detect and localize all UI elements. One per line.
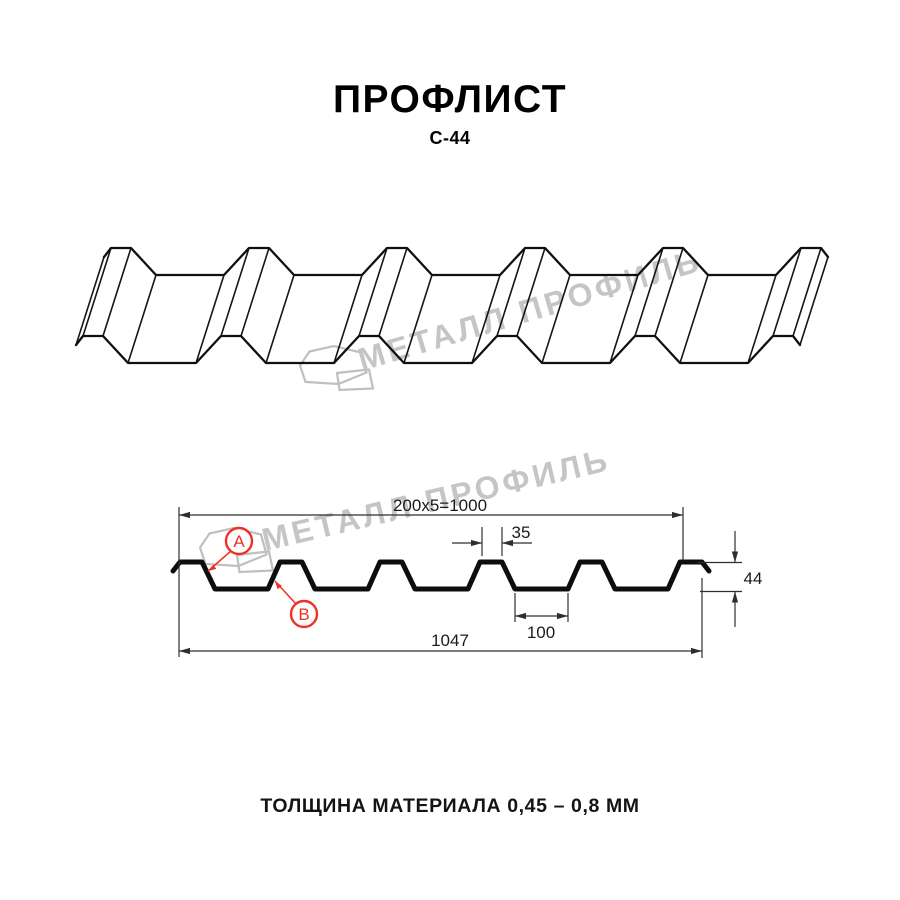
dim-profile-height: 44 [744, 569, 763, 588]
profile-3d-view [74, 246, 830, 365]
dimension-lines [178, 507, 742, 658]
arrowhead-icon [208, 564, 217, 571]
product-code: С-44 [429, 128, 471, 148]
dim-trough-width: 100 [527, 623, 555, 642]
callout-b-circle [289, 599, 319, 629]
dim-rib-top-width: 35 [512, 523, 531, 542]
arrowhead-icon [275, 581, 282, 590]
callout-b-label: В [298, 605, 309, 624]
profile-cross-section [170, 559, 712, 592]
callout-a: А [207, 526, 254, 572]
page-title: ПРОФЛИСТ [332, 78, 568, 121]
callout-a-circle [224, 526, 254, 556]
callout-b: В [274, 580, 319, 629]
dim-pitch-total: 200x5=1000 [393, 496, 487, 515]
metal-profil-logo-icon [198, 526, 275, 574]
thickness-note: ТОЛЩИНА МАТЕРИАЛА 0,45 – 0,8 ММ [260, 795, 640, 817]
dim-overall-width: 1047 [431, 631, 469, 650]
metal-profil-logo-icon [298, 344, 375, 392]
callout-a-label: А [233, 532, 245, 551]
